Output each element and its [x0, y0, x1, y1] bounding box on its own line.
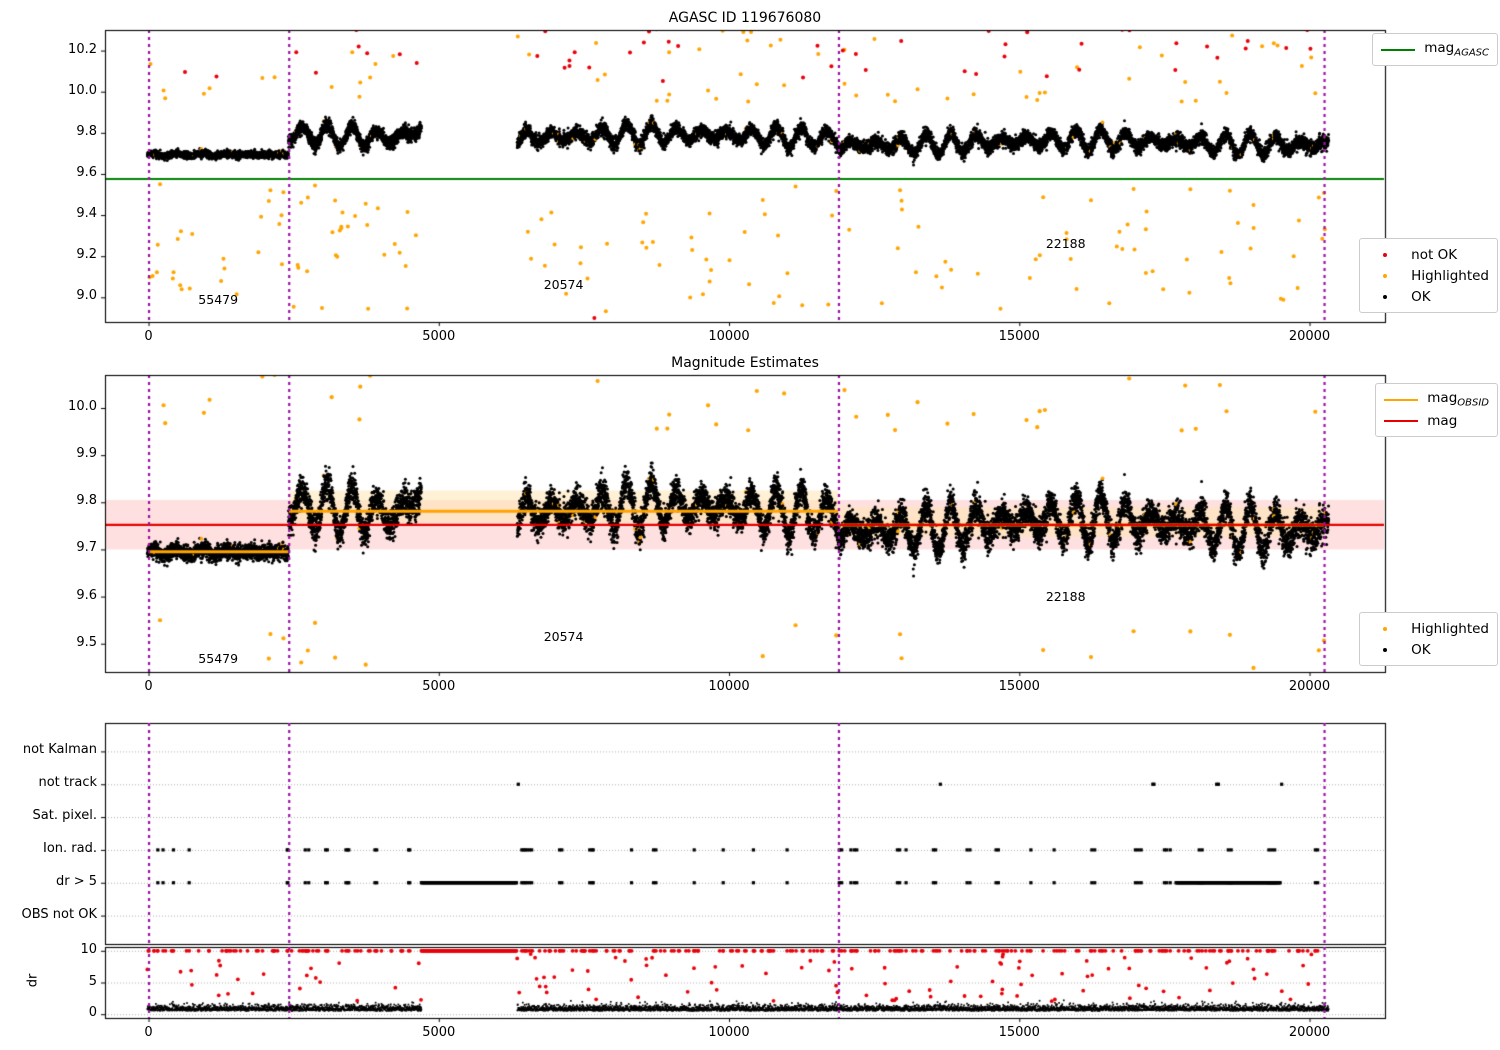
ytick-label-p1: 9.0 — [76, 288, 97, 304]
legend-classes-p2-entry: Highlighted — [1368, 618, 1489, 639]
xtick-label: 5000 — [422, 329, 456, 344]
obsid-annotation: 55479 — [198, 292, 239, 308]
ytick-label-p2: 9.7 — [76, 540, 97, 556]
ytick-label-p1: 10.0 — [68, 82, 97, 98]
xtick-label: 10000 — [708, 679, 750, 694]
legend-mag-lines-entry: mag — [1384, 410, 1489, 431]
legend-label: mag — [1427, 412, 1458, 429]
xtick-label: 0 — [144, 329, 153, 344]
legend-label: OK — [1411, 288, 1431, 305]
dr-ytick-label: 10 — [80, 941, 97, 957]
legend-label: Highlighted — [1411, 267, 1489, 284]
ytick-label-p1: 9.2 — [76, 247, 97, 263]
ytick-label-p1: 9.6 — [76, 164, 97, 180]
dr-ytick-label: 0 — [88, 1005, 97, 1021]
ytick-label-p1: 10.2 — [68, 41, 97, 57]
legend-label: not OK — [1411, 246, 1458, 263]
legend-dot-swatch — [1368, 626, 1402, 631]
legend-label: magAGASC — [1424, 40, 1489, 59]
obsid-annotation: 22188 — [1045, 588, 1086, 604]
xtick-label: 10000 — [708, 329, 750, 344]
legend-label: OK — [1411, 641, 1431, 658]
flag-row-label: Ion. rad. — [43, 840, 97, 856]
legend-label: Highlighted — [1411, 620, 1489, 637]
flag-row-label: not track — [38, 775, 97, 791]
legend-dot-swatch — [1368, 273, 1402, 278]
flag-row-label: dr > 5 — [55, 873, 97, 889]
ytick-label-p1: 9.4 — [76, 206, 97, 222]
obsid-annotation: 20574 — [543, 628, 584, 644]
legend-dot-swatch — [1368, 647, 1402, 652]
ytick-label-p2: 9.9 — [76, 446, 97, 462]
xtick-label: 20000 — [1288, 1025, 1331, 1040]
ytick-label-p2: 9.5 — [76, 634, 97, 650]
legend-label: magOBSID — [1427, 390, 1489, 409]
legend-mag-lines-panel2[interactable]: magOBSID mag — [1375, 383, 1498, 437]
xtick-label: 15000 — [998, 329, 1040, 344]
ytick-label-p1: 9.8 — [76, 123, 97, 139]
flag-row-label: not Kalman — [22, 742, 97, 758]
flag-row-label: OBS not OK — [21, 906, 98, 922]
figure-title: AGASC ID 119676080 — [668, 10, 822, 26]
legend-line-swatch — [1384, 398, 1419, 401]
legend-mag-lines-entry: magOBSID — [1384, 389, 1489, 410]
obsid-annotation: 55479 — [198, 650, 239, 666]
ytick-label-p2: 10.0 — [68, 399, 97, 414]
xtick-label: 10000 — [708, 1025, 750, 1040]
xtick-label: 0 — [144, 1025, 153, 1040]
obsid-annotation: 22188 — [1045, 235, 1086, 251]
legend-classes-p1-entry: Highlighted — [1368, 265, 1489, 286]
legend-dot-swatch — [1368, 252, 1402, 257]
legend-classes-p1-entry: OK — [1368, 286, 1489, 307]
dr-axis-name: dr — [25, 973, 41, 987]
xtick-label: 5000 — [422, 679, 456, 694]
legend-line-swatch — [1381, 48, 1416, 51]
xtick-label: 20000 — [1288, 329, 1331, 344]
ytick-label-p2: 9.8 — [76, 493, 97, 509]
flag-row-label: Sat. pixel. — [32, 808, 97, 824]
obsid-annotation: 20574 — [543, 276, 584, 292]
legend-line-swatch — [1384, 419, 1419, 422]
ytick-label-p2: 9.6 — [76, 587, 97, 603]
xtick-label: 5000 — [422, 1025, 456, 1040]
legend-mag-agasc-entry: magAGASC — [1381, 39, 1489, 60]
legend-point-classes-panel2[interactable]: Highlighted OK — [1359, 612, 1498, 666]
legend-classes-p2-entry: OK — [1368, 639, 1489, 660]
xtick-label: 0 — [144, 679, 153, 694]
legend-mag-agasc[interactable]: magAGASC — [1372, 33, 1498, 66]
dr-ytick-label: 5 — [88, 973, 97, 989]
legend-point-classes-panel1[interactable]: not OK Highlighted OK — [1359, 238, 1498, 313]
legend-classes-p1-entry: not OK — [1368, 244, 1489, 265]
legend-dot-swatch — [1368, 294, 1402, 299]
xtick-label: 15000 — [998, 679, 1040, 694]
panel2-title: Magnitude Estimates — [671, 355, 819, 371]
xtick-label: 15000 — [998, 1025, 1040, 1040]
xtick-label: 20000 — [1288, 679, 1331, 694]
